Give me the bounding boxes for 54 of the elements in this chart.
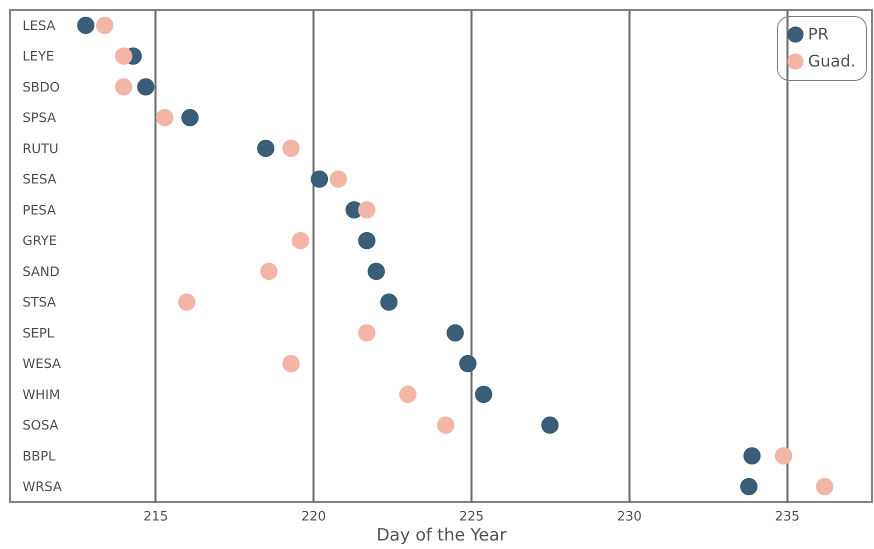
y-tick-label: SBDO bbox=[22, 80, 60, 96]
point bbox=[358, 201, 376, 219]
point bbox=[774, 447, 792, 465]
y-tick-label: STSA bbox=[22, 296, 56, 311]
x-tick-label: 225 bbox=[459, 510, 484, 524]
point bbox=[740, 478, 758, 496]
point bbox=[330, 170, 348, 188]
point bbox=[77, 16, 94, 34]
point bbox=[156, 108, 174, 126]
x-tick-label: 230 bbox=[616, 510, 642, 524]
y-tick-label: GRYE bbox=[22, 234, 57, 250]
legend-label: PR bbox=[808, 24, 829, 44]
point bbox=[459, 354, 476, 372]
y-tick-label: SESA bbox=[22, 172, 56, 188]
point bbox=[399, 386, 417, 404]
point bbox=[380, 293, 398, 311]
point bbox=[292, 232, 310, 250]
point bbox=[115, 78, 132, 96]
point bbox=[446, 324, 464, 342]
point bbox=[358, 232, 376, 250]
y-tick-label: SOSA bbox=[22, 418, 58, 434]
point bbox=[181, 108, 199, 126]
point bbox=[437, 416, 454, 434]
y-tick-label: LEYE bbox=[22, 50, 54, 65]
point bbox=[310, 170, 328, 188]
point bbox=[96, 16, 114, 34]
point bbox=[474, 386, 492, 404]
x-tick-label: 235 bbox=[774, 510, 800, 524]
point bbox=[260, 262, 278, 280]
x-tick-label: 215 bbox=[143, 510, 168, 524]
legend-label: Guad. bbox=[808, 52, 856, 70]
y-tick-label: SEPL bbox=[22, 326, 55, 342]
y-tick-label: WRSA bbox=[22, 480, 62, 496]
point bbox=[137, 78, 154, 96]
y-tick-label: BBPL bbox=[22, 449, 56, 464]
point bbox=[358, 324, 376, 342]
x-tick-label: 220 bbox=[301, 510, 326, 524]
point bbox=[743, 447, 761, 465]
y-tick-label: PESA bbox=[22, 203, 56, 218]
point bbox=[282, 140, 300, 158]
y-tick-label: RUTU bbox=[22, 142, 59, 157]
point bbox=[541, 416, 559, 434]
y-tick-label: SPSA bbox=[22, 111, 56, 126]
point bbox=[178, 293, 196, 311]
point bbox=[282, 354, 300, 372]
y-tick-label: WESA bbox=[22, 357, 62, 372]
point bbox=[368, 262, 385, 280]
point bbox=[257, 140, 274, 158]
point bbox=[115, 47, 132, 65]
y-tick-label: SAND bbox=[22, 264, 60, 280]
y-tick-label: LESA bbox=[22, 18, 56, 34]
y-tick-label: WHIM bbox=[22, 388, 60, 403]
point bbox=[816, 478, 834, 496]
x-axis-title: Day of the Year bbox=[376, 526, 507, 546]
